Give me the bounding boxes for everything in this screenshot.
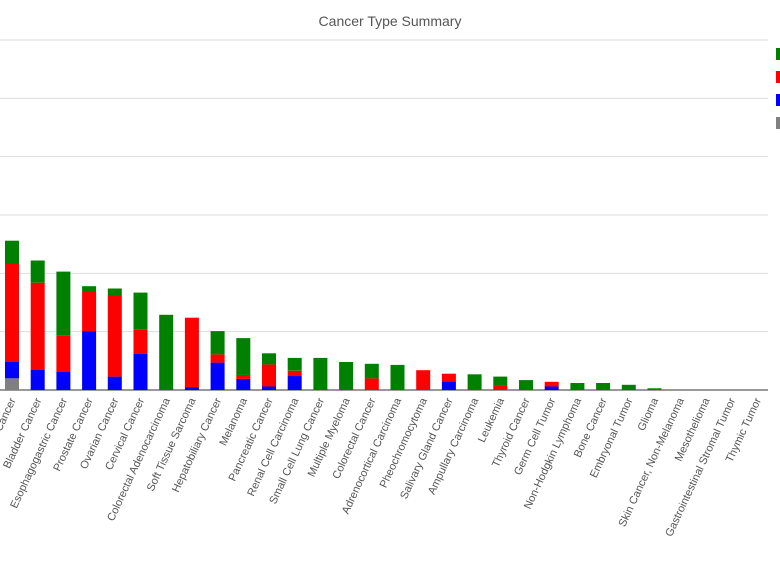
bar-segment[interactable] (441, 373, 456, 382)
bar-segment[interactable] (82, 331, 97, 390)
bar-segment[interactable] (416, 370, 431, 390)
x-tick-label: Glioma (636, 395, 662, 432)
bar-segment[interactable] (56, 371, 71, 390)
bar-segment[interactable] (5, 378, 19, 390)
bar-segment[interactable] (56, 271, 71, 336)
bar-segment[interactable] (210, 354, 225, 363)
bar-segment[interactable] (339, 362, 354, 390)
legend-swatch[interactable] (776, 71, 780, 83)
bar-segment[interactable] (544, 386, 559, 391)
bar-segment[interactable] (5, 264, 19, 362)
bar-segment[interactable] (262, 364, 276, 387)
bar-segment[interactable] (621, 384, 636, 391)
bar-segment[interactable] (133, 329, 148, 354)
bar-segment[interactable] (210, 362, 225, 390)
bar-segment[interactable] (441, 381, 456, 391)
gridlines (0, 39, 768, 391)
chart-title: Cancer Type Summary (319, 13, 462, 29)
bar-segment[interactable] (184, 317, 199, 388)
bar-segment[interactable] (30, 260, 45, 283)
bar-segment[interactable] (647, 388, 662, 391)
bar-segment[interactable] (82, 291, 97, 332)
legend-swatch[interactable] (776, 48, 780, 60)
bar-segment[interactable] (56, 335, 71, 372)
legend-swatch[interactable] (776, 117, 780, 129)
bar-segment[interactable] (133, 353, 148, 391)
bar-segment[interactable] (159, 314, 174, 391)
bar-segment[interactable] (364, 363, 379, 379)
bar-segment[interactable] (596, 383, 611, 390)
bar-segment[interactable] (544, 381, 559, 387)
bar-segment[interactable] (30, 369, 45, 390)
bar-segment[interactable] (5, 240, 19, 264)
bar-segment[interactable] (133, 292, 148, 330)
bar-segment[interactable] (236, 338, 251, 375)
bar-segment[interactable] (390, 364, 405, 390)
bar-segment[interactable] (467, 374, 482, 391)
bar-segment[interactable] (236, 374, 251, 379)
bar-segment[interactable] (82, 286, 97, 292)
bar-segment[interactable] (287, 376, 302, 390)
bar-segment[interactable] (287, 370, 302, 377)
bar-segment[interactable] (236, 378, 251, 390)
x-tick-label: Hepatobiliary Cancer (170, 396, 224, 494)
bar-segment[interactable] (5, 362, 19, 379)
bar-segment[interactable] (210, 331, 225, 355)
bar-segment[interactable] (287, 357, 302, 371)
bar-segment[interactable] (184, 387, 199, 390)
bar-segment[interactable] (107, 295, 122, 377)
bar-segment[interactable] (107, 376, 122, 390)
bar-segment[interactable] (493, 385, 508, 390)
bar-segment[interactable] (519, 380, 533, 390)
bar-segment[interactable] (364, 378, 379, 390)
bar-segment[interactable] (262, 353, 276, 365)
bars (5, 240, 662, 391)
legend[interactable] (776, 48, 780, 129)
bar-segment[interactable] (30, 282, 45, 370)
bar-segment[interactable] (107, 288, 122, 296)
bar-segment[interactable] (262, 386, 276, 391)
bar-segment[interactable] (313, 357, 328, 390)
bar-segment[interactable] (570, 383, 585, 390)
legend-swatch[interactable] (776, 94, 780, 106)
bar-segment[interactable] (493, 376, 508, 386)
